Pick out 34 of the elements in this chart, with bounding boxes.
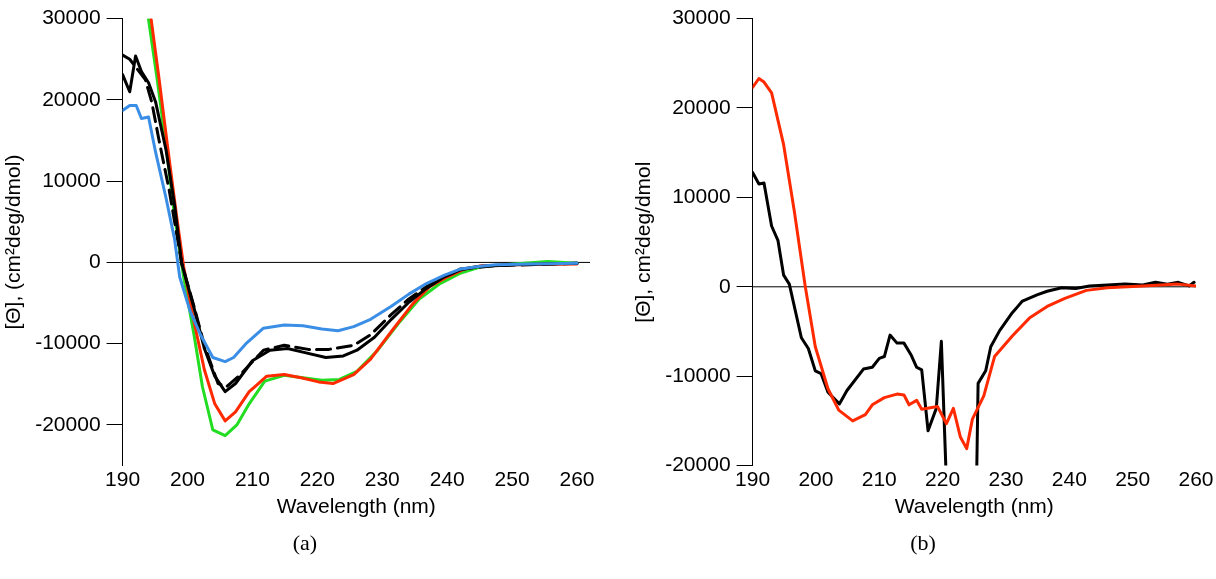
x-tick-label: 230 bbox=[988, 467, 1024, 490]
x-tick-label: 190 bbox=[735, 467, 771, 490]
y-tick-label: 30000 bbox=[42, 5, 101, 29]
x-tick-label: 190 bbox=[105, 467, 141, 490]
x-tick-label: 250 bbox=[1115, 467, 1151, 490]
x-tick-label: 260 bbox=[559, 467, 595, 490]
y-tick-label: -20000 bbox=[35, 411, 101, 435]
x-tick-label: 250 bbox=[494, 467, 530, 490]
x-tick-label: 210 bbox=[234, 467, 270, 490]
x-axis-title: Wavelength (nm) bbox=[894, 494, 1054, 518]
y-tick-label: 30000 bbox=[672, 5, 731, 29]
y-tick-label: 10000 bbox=[42, 167, 101, 191]
y-tick-label: 0 bbox=[88, 249, 101, 273]
text: (b) bbox=[910, 530, 936, 556]
y-tick-label: -20000 bbox=[665, 452, 731, 476]
y-axis-title: [Θ], cm²deg/dmol bbox=[631, 161, 655, 323]
y-tick-label: 20000 bbox=[42, 86, 101, 110]
x-tick-label: 200 bbox=[798, 467, 834, 490]
x-tick-label: 240 bbox=[1051, 467, 1087, 490]
x-tick-label: 230 bbox=[364, 467, 400, 490]
y-tick-label: 0 bbox=[718, 273, 731, 297]
y-tick-label: 10000 bbox=[672, 184, 731, 208]
x-tick-label: 220 bbox=[299, 467, 335, 490]
text: (a) bbox=[292, 530, 318, 556]
x-axis-title: Wavelength (nm) bbox=[276, 494, 436, 518]
x-tick-label: 260 bbox=[1178, 467, 1214, 490]
x-tick-label: 200 bbox=[169, 467, 206, 490]
y-tick-label: -10000 bbox=[35, 330, 101, 354]
y-tick-label: 20000 bbox=[672, 94, 731, 118]
x-tick-label: 220 bbox=[925, 467, 961, 490]
y-tick-label: -10000 bbox=[665, 363, 731, 386]
x-tick-label: 210 bbox=[861, 467, 897, 490]
y-axis-title: [Θ], (cm²deg/dmol) bbox=[1, 154, 25, 330]
x-tick-label: 240 bbox=[429, 467, 465, 490]
